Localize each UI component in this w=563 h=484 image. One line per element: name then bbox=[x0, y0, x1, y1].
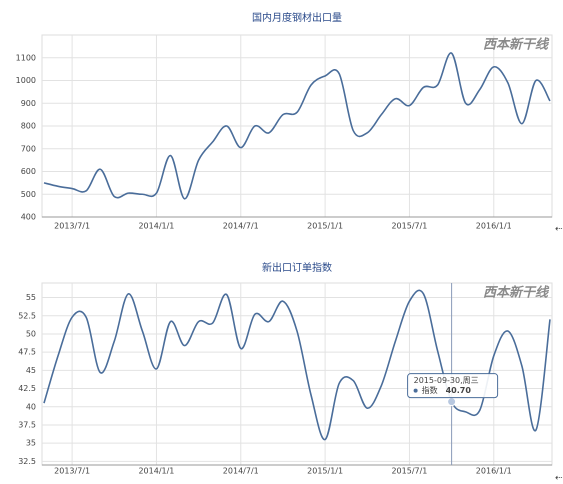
y-tick-label: 42.5 bbox=[18, 384, 36, 393]
tooltip-value: 40.70 bbox=[446, 386, 472, 395]
y-tick-label: 600 bbox=[21, 167, 36, 176]
y-tick-label: 52.5 bbox=[18, 311, 36, 320]
y-tick-label: 1000 bbox=[16, 76, 36, 85]
watermark: 西本新干线 bbox=[483, 285, 550, 301]
y-tick-label: 35 bbox=[26, 439, 36, 448]
y-tick-label: 800 bbox=[21, 122, 36, 131]
y-tick-label: 32.5 bbox=[18, 457, 36, 466]
x-tick-label: 2014/7/1 bbox=[223, 222, 259, 231]
y-tick-label: 50 bbox=[26, 329, 36, 338]
x-tick-label: 2014/1/1 bbox=[138, 467, 174, 476]
line bbox=[43, 52, 551, 200]
chart-title: 国内月度钢材出口量 bbox=[252, 11, 342, 24]
line bbox=[43, 289, 551, 441]
y-tick-label: 47.5 bbox=[18, 348, 36, 357]
x-tick-label: 2015/1/1 bbox=[307, 467, 343, 476]
y-tick-label: 700 bbox=[21, 144, 36, 153]
y-tick-label: 37.5 bbox=[18, 420, 36, 429]
x-tick-label: 2013/7/1 bbox=[54, 467, 90, 476]
x-tick-label: 2016/1/1 bbox=[476, 222, 512, 231]
y-tick-label: 500 bbox=[21, 190, 36, 199]
watermark: 西本新干线 bbox=[483, 37, 550, 53]
x-tick-label: 2016/1/1 bbox=[476, 467, 512, 476]
x-tick-label: 2015/7/1 bbox=[391, 467, 427, 476]
tooltip-box bbox=[407, 373, 499, 399]
x-tick-label: 2015/7/1 bbox=[391, 222, 427, 231]
tooltip-dot bbox=[413, 388, 418, 393]
scroll-icon: ⇠ bbox=[555, 474, 563, 484]
x-tick-label: 2014/7/1 bbox=[223, 467, 259, 476]
hover-point bbox=[447, 397, 457, 407]
y-tick-label: 400 bbox=[21, 213, 36, 222]
chart-title: 新出口订单指数 bbox=[262, 261, 332, 274]
x-tick-label: 2013/7/1 bbox=[54, 222, 90, 231]
y-tick-label: 900 bbox=[21, 99, 36, 108]
x-tick-label: 2014/1/1 bbox=[138, 222, 174, 231]
tooltip-series: 指数 bbox=[422, 385, 438, 395]
x-tick-label: 2015/1/1 bbox=[307, 222, 343, 231]
tooltip-title: 2015-09-30,周三 bbox=[414, 376, 479, 385]
y-tick-label: 40 bbox=[26, 402, 36, 411]
scroll-icon: ⇠ bbox=[555, 225, 563, 235]
y-tick-label: 55 bbox=[26, 293, 36, 302]
y-tick-label: 45 bbox=[26, 366, 36, 375]
y-tick-label: 1100 bbox=[16, 53, 36, 62]
